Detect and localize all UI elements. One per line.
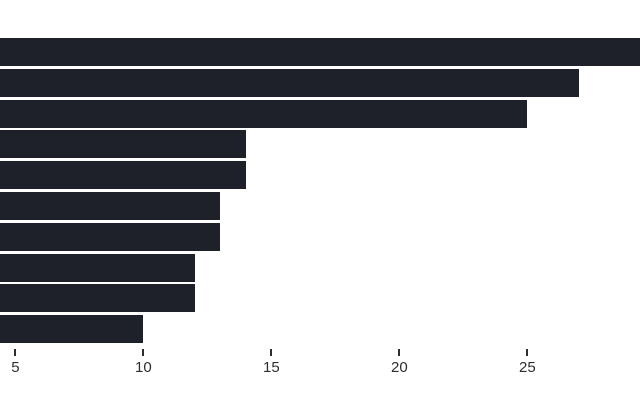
tick-label: 5 [11,359,20,376]
bar [0,99,528,128]
tick-mark [142,349,145,356]
bar [0,222,221,251]
tick-label: 15 [263,359,280,376]
bar [0,68,579,97]
bar [0,38,640,66]
tick-mark [398,349,401,356]
bar [0,130,246,159]
tick-label: 20 [391,359,408,376]
bar [0,284,195,313]
bar [0,161,246,190]
bar [0,192,221,220]
x-axis: 5 10 15 20 25 [0,346,640,400]
tick-mark [526,349,529,356]
tick-mark [270,349,273,356]
bar [0,315,144,344]
tick-mark [14,349,17,356]
tick-label: 10 [135,359,152,376]
tick-label: 25 [519,359,536,376]
bar [0,253,195,282]
plot-area [0,38,640,344]
